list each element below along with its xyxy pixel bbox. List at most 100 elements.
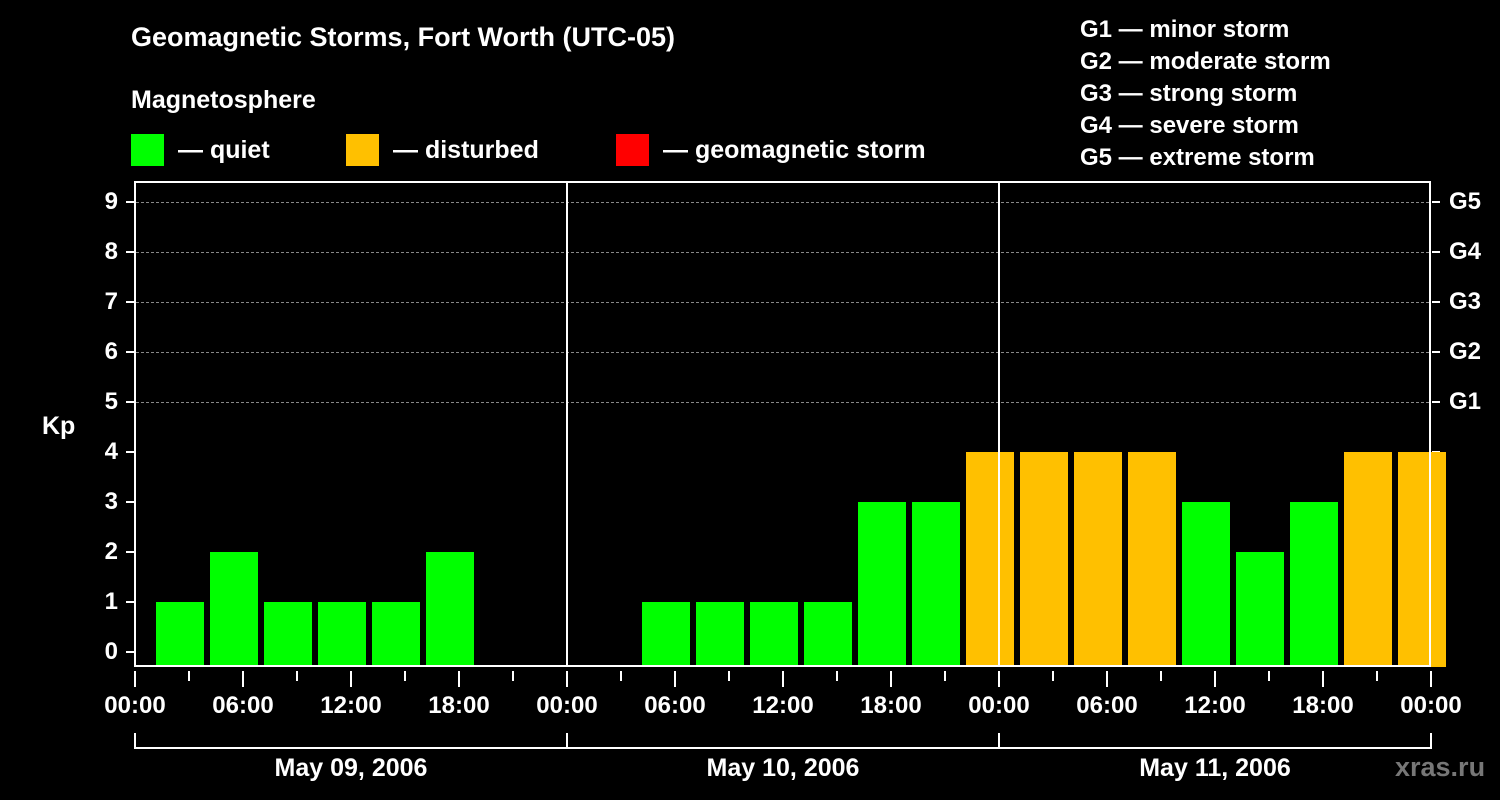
day-label: May 09, 2006 — [274, 754, 428, 782]
y-tick-label: 3 — [104, 488, 118, 515]
x-tick-mark — [1376, 671, 1378, 681]
x-tick-label: 12:00 — [320, 692, 382, 719]
x-tick-mark — [674, 671, 676, 687]
y-tick-label: 1 — [104, 588, 118, 615]
chart-subtitle: Magnetosphere — [131, 86, 316, 114]
storm-swatch-icon — [616, 134, 649, 166]
kp-bar — [318, 602, 366, 667]
x-tick-mark — [296, 671, 298, 681]
x-tick-label: 06:00 — [644, 692, 706, 719]
x-tick-mark — [350, 671, 352, 687]
x-tick-mark — [188, 671, 190, 681]
g-scale-item: G4 — severe storm — [1080, 112, 1299, 139]
kp-bar — [858, 502, 906, 667]
day-bracket-tick — [134, 733, 136, 749]
g-scale-legend: G1 — minor storm G2 — moderate storm G3 … — [1080, 14, 1331, 174]
x-tick-mark — [242, 671, 244, 687]
x-tick-label: 00:00 — [536, 692, 598, 719]
y-tick-label: 2 — [104, 538, 118, 565]
x-tick-mark — [134, 671, 136, 687]
chart-title: Geomagnetic Storms, Fort Worth (UTC-05) — [131, 22, 676, 52]
g-level-label: G1 — [1449, 388, 1482, 415]
g-level-label: G5 — [1449, 188, 1482, 215]
y-tick-label: 5 — [104, 388, 118, 415]
gridline — [136, 352, 1429, 353]
g-scale-item: G2 — moderate storm — [1080, 48, 1331, 75]
x-tick-mark — [782, 671, 784, 687]
kp-bar — [1236, 552, 1284, 667]
x-tick-label: 06:00 — [212, 692, 274, 719]
x-tick-mark — [458, 671, 460, 687]
day-separator — [566, 182, 568, 667]
g-level-label: G2 — [1449, 338, 1482, 365]
kp-bar — [804, 602, 852, 667]
x-tick-mark — [1160, 671, 1162, 681]
y-tick-mark-right — [1432, 301, 1440, 303]
y-tick-mark — [126, 201, 134, 203]
legend-storm-label: — geomagnetic storm — [663, 135, 926, 164]
y-tick-mark — [126, 451, 134, 453]
g-scale-item: G3 — strong storm — [1080, 80, 1298, 107]
day-label: May 10, 2006 — [706, 754, 860, 782]
gridline — [136, 302, 1429, 303]
y-tick-mark-right — [1432, 351, 1440, 353]
legend-disturbed: — disturbed — [346, 134, 539, 166]
kp-bar — [696, 602, 744, 667]
plot-area — [134, 181, 1431, 667]
watermark: xras.ru — [1395, 752, 1486, 782]
y-axis-label: Kp — [42, 412, 76, 440]
kp-bar — [1182, 502, 1230, 667]
x-tick-label: 00:00 — [104, 692, 166, 719]
y-tick-mark-right — [1432, 201, 1440, 203]
legend-quiet-label: — quiet — [178, 135, 270, 164]
g-level-label: G3 — [1449, 288, 1482, 315]
y-tick-mark — [126, 651, 134, 653]
y-tick-label: 9 — [104, 188, 118, 215]
x-tick-mark — [1106, 671, 1108, 687]
y-tick-mark — [126, 501, 134, 503]
kp-bar — [264, 602, 312, 667]
kp-bar — [156, 602, 204, 667]
y-tick-label: 0 — [104, 638, 118, 665]
y-tick-label: 6 — [104, 338, 118, 365]
x-tick-label: 06:00 — [1076, 692, 1138, 719]
kp-bar — [1290, 502, 1338, 667]
kp-bar — [1074, 452, 1122, 667]
x-tick-mark — [566, 671, 568, 687]
kp-bar — [426, 552, 474, 667]
y-tick-mark — [126, 351, 134, 353]
day-bracket-line — [135, 747, 1431, 749]
x-tick-mark — [890, 671, 892, 687]
x-tick-label: 00:00 — [1400, 692, 1462, 719]
x-tick-label: 12:00 — [752, 692, 814, 719]
day-bracket-tick — [998, 733, 1000, 749]
x-tick-label: 18:00 — [860, 692, 922, 719]
day-bracket-tick — [1430, 733, 1432, 749]
kp-bar — [1020, 452, 1068, 667]
y-tick-mark — [126, 601, 134, 603]
g-scale-item: G1 — minor storm — [1080, 16, 1290, 43]
y-tick-mark — [126, 251, 134, 253]
gridline — [136, 252, 1429, 253]
kp-bar — [1128, 452, 1176, 667]
gridline — [136, 202, 1429, 203]
kp-bar — [1344, 452, 1392, 667]
y-tick-mark — [126, 301, 134, 303]
x-tick-mark — [998, 671, 1000, 687]
day-label: May 11, 2006 — [1139, 754, 1291, 782]
y-tick-label: 7 — [104, 288, 118, 315]
legend-storm: — geomagnetic storm — [616, 134, 926, 166]
x-tick-mark — [1322, 671, 1324, 687]
x-tick-mark — [728, 671, 730, 681]
y-tick-label: 4 — [104, 438, 118, 465]
x-tick-label: 00:00 — [968, 692, 1030, 719]
x-tick-mark — [1052, 671, 1054, 681]
day-separator — [998, 182, 1000, 667]
x-tick-mark — [1214, 671, 1216, 687]
day-bracket-tick — [566, 733, 568, 749]
x-tick-mark — [836, 671, 838, 681]
legend-quiet: — quiet — [131, 134, 270, 166]
kp-bar — [642, 602, 690, 667]
disturbed-swatch-icon — [346, 134, 379, 166]
quiet-swatch-icon — [131, 134, 164, 166]
